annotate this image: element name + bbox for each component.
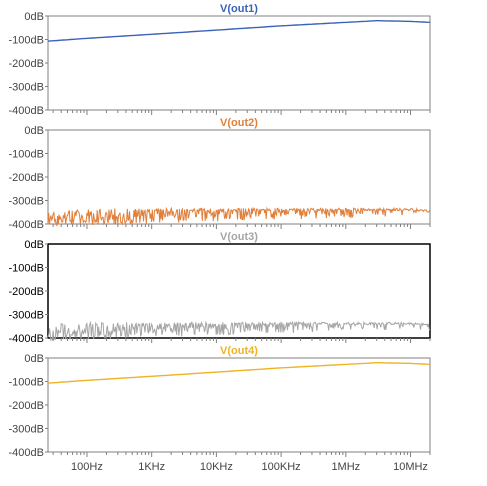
plot-frame: [47, 129, 431, 225]
y-tick-label: -100dB: [9, 149, 44, 161]
trace-line: [47, 362, 431, 384]
plot-panel: 0dB -100dB -200dB -300dB -400dB V(out4) 100Hz 1…: [9, 345, 431, 473]
y-tick-label: -200dB: [9, 286, 44, 298]
x-tick-label: 10KHz: [200, 461, 233, 473]
y-tick-label: 0dB: [24, 11, 44, 23]
x-tick-label: 10MHz: [393, 461, 428, 473]
y-tick-label: -300dB: [9, 196, 44, 208]
y-tick-label: -200dB: [9, 172, 44, 184]
y-tick-label: -100dB: [9, 263, 44, 275]
y-tick-label: -400dB: [9, 105, 44, 117]
y-tick-label: -400dB: [9, 447, 44, 459]
trace-title: V(out4): [220, 345, 258, 357]
y-tick-label: 0dB: [24, 353, 44, 365]
y-tick-label: -200dB: [9, 400, 44, 412]
y-tick-label: -100dB: [9, 35, 44, 47]
y-tick-label: -300dB: [9, 424, 44, 436]
x-tick-label: 100Hz: [71, 461, 103, 473]
y-tick-label: -100dB: [9, 377, 44, 389]
trace-title: V(out3): [220, 231, 258, 243]
trace-line: [47, 320, 431, 342]
y-tick-label: -300dB: [9, 310, 44, 322]
plot-panel: 0dB -100dB -200dB -300dB -400dB V(out2): [9, 117, 431, 231]
trace-line: [47, 206, 431, 227]
plot-frame: [47, 15, 431, 111]
y-tick-label: -300dB: [9, 82, 44, 94]
x-tick-label: 1KHz: [138, 461, 165, 473]
trace-line: [47, 20, 431, 42]
trace-title: V(out2): [220, 117, 258, 129]
x-tick-label: 100KHz: [262, 461, 301, 473]
plot-panel: 0dB -100dB -200dB -300dB -400dB V(out3): [9, 231, 431, 345]
y-tick-label: -400dB: [9, 333, 44, 345]
y-tick-label: -400dB: [9, 219, 44, 231]
y-tick-label: 0dB: [24, 125, 44, 137]
plot-frame: [47, 357, 431, 453]
plot-panel: 0dB -100dB -200dB -300dB -400dB V(out1): [9, 3, 431, 117]
y-tick-label: -200dB: [9, 58, 44, 70]
x-tick-label: 1MHz: [331, 461, 360, 473]
y-tick-label: 0dB: [24, 239, 44, 251]
trace-title: V(out1): [220, 3, 258, 15]
